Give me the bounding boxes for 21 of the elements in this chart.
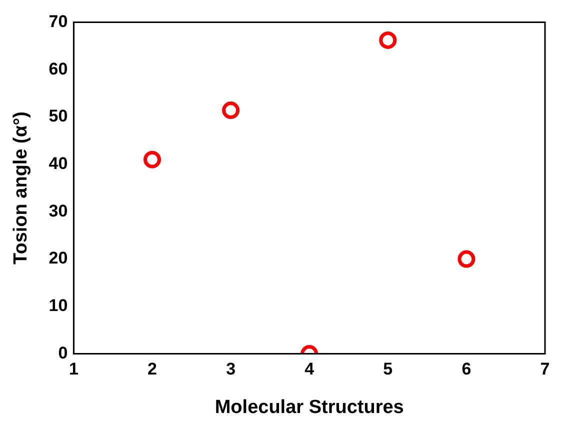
point: [379, 31, 397, 49]
x-tick-label: 2: [148, 360, 157, 379]
y-tick-label: 30: [48, 201, 68, 220]
x-tick-label: 4: [304, 360, 315, 379]
point: [144, 150, 162, 168]
y-tick-label: 0: [58, 343, 68, 362]
x-tick-label: 7: [540, 360, 550, 379]
x-tick-label: 1: [68, 360, 78, 379]
y-tick-label: 40: [48, 154, 68, 173]
y-axis-title: Tosion angle (α°): [10, 112, 32, 264]
y-tick-label: 50: [48, 106, 68, 126]
y-tick-label: 60: [48, 59, 68, 78]
y-tick-label: 10: [48, 296, 68, 316]
x-axis-title: Molecular Structures: [214, 396, 404, 418]
point: [222, 102, 240, 120]
y-tick-label: 20: [48, 248, 68, 268]
x-tick-label: 6: [462, 360, 472, 379]
point: [458, 250, 476, 268]
x-tick-label: 3: [226, 360, 236, 379]
x-tick-label: 5: [383, 360, 393, 379]
y-tick-label: 70: [48, 12, 68, 31]
